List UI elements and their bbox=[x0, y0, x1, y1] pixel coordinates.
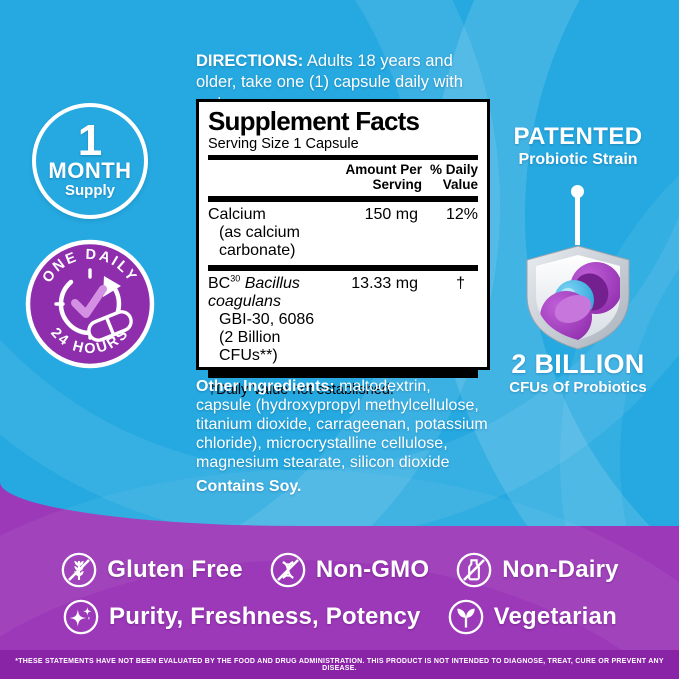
nutrient-amount: 150 mg bbox=[364, 206, 418, 223]
patented-subtitle: Probiotic Strain bbox=[518, 151, 638, 168]
amount-per-serving-header: Amount Per Serving bbox=[345, 162, 422, 192]
feature-non-dairy: Non-Dairy bbox=[455, 551, 619, 589]
daily-value-header: % Daily Value bbox=[429, 162, 478, 192]
feature-vegetarian: Vegetarian bbox=[447, 598, 617, 636]
month-unit: MONTH bbox=[48, 158, 132, 183]
billion-subtitle: CFUs Of Probiotics bbox=[509, 379, 647, 396]
one-daily-badge: ONE DAILY 24 HOURS bbox=[23, 237, 157, 376]
serving-size: Serving Size 1 Capsule bbox=[208, 136, 359, 152]
facts-header-row: Amount Per Serving % Daily Value bbox=[208, 160, 478, 196]
month-value: 1 bbox=[77, 116, 103, 165]
one-daily-badge-graphic: ONE DAILY 24 HOURS bbox=[25, 239, 155, 369]
patented-title: PATENTED bbox=[513, 123, 643, 150]
arrowhead bbox=[103, 276, 121, 297]
patented-block: PATENTED Probiotic Strain bbox=[487, 124, 669, 170]
other-ingredients-label: Other Ingredients: bbox=[196, 378, 335, 395]
nutrient-detail: (as calcium carbonate) bbox=[219, 224, 300, 259]
allergen-statement: Contains Soy. bbox=[196, 478, 302, 495]
billion-title: 2 BILLION bbox=[511, 349, 645, 379]
feature-badges: Gluten Free Non-GMO bbox=[0, 551, 679, 636]
vegetarian-leaf-icon bbox=[447, 598, 485, 636]
divider-bar bbox=[208, 155, 478, 160]
feature-label: Purity, Freshness, Potency bbox=[109, 603, 421, 630]
gluten-free-icon bbox=[60, 551, 98, 589]
divider-bar bbox=[208, 196, 478, 202]
nutrient-amount: 13.33 mg bbox=[351, 275, 418, 292]
capsule-icon bbox=[87, 310, 133, 342]
table-row-calcium: Calcium (as calcium carbonate) 150 mg 12… bbox=[208, 202, 478, 265]
fda-disclaimer-bar: *THESE STATEMENTS HAVE NOT BEEN EVALUATE… bbox=[0, 650, 679, 679]
pin-icon bbox=[571, 185, 584, 198]
non-gmo-icon bbox=[269, 551, 307, 589]
month-label: Supply bbox=[64, 182, 115, 199]
nutrient-dv: 12% bbox=[445, 206, 478, 223]
one-month-supply-badge: 1 MONTH Supply bbox=[32, 103, 148, 219]
nutrient-detail: GBI-30, 6086 bbox=[219, 311, 315, 328]
feature-purity: Purity, Freshness, Potency bbox=[62, 598, 421, 636]
nutrient-name: BC30 Bacillus coagulans bbox=[208, 273, 300, 310]
feature-label: Vegetarian bbox=[493, 603, 617, 630]
nutrient-detail: (2 Billion CFUs**) bbox=[219, 329, 281, 364]
nutrient-dv: † bbox=[456, 275, 465, 292]
feature-non-gmo: Non-GMO bbox=[269, 551, 429, 589]
purity-sparkle-icon bbox=[62, 598, 100, 636]
divider-bar bbox=[208, 265, 478, 271]
feature-label: Gluten Free bbox=[107, 556, 243, 583]
panel-title: Supplement Facts bbox=[208, 106, 420, 136]
feature-label: Non-Dairy bbox=[502, 556, 619, 583]
supplement-facts-panel: Supplement Facts Serving Size 1 Capsule … bbox=[196, 99, 490, 398]
dv-footnote: †Daily Value not established. bbox=[208, 382, 394, 398]
other-ingredients: Other Ingredients: maltodextrin, capsule… bbox=[196, 378, 488, 471]
divider-bar bbox=[208, 370, 478, 378]
non-dairy-icon bbox=[455, 551, 493, 589]
feature-label: Non-GMO bbox=[315, 556, 430, 583]
pin-stem bbox=[575, 195, 580, 245]
fda-disclaimer-text: *THESE STATEMENTS HAVE NOT BEEN EVALUATE… bbox=[15, 657, 664, 672]
table-row-probiotic: BC30 Bacillus coagulans GBI-30, 6086 (2 … bbox=[208, 271, 478, 370]
shield-probiotic-icon bbox=[521, 243, 635, 358]
checkmark-icon bbox=[71, 285, 107, 318]
feature-gluten-free: Gluten Free bbox=[60, 551, 243, 589]
feature-row-1: Gluten Free Non-GMO bbox=[60, 551, 619, 589]
directions-label: DIRECTIONS: bbox=[196, 52, 304, 70]
billion-block: 2 BILLION CFUs Of Probiotics bbox=[487, 350, 669, 397]
feature-row-2: Purity, Freshness, Potency Vegetarian bbox=[62, 598, 617, 636]
nutrient-name: Calcium bbox=[208, 206, 266, 223]
